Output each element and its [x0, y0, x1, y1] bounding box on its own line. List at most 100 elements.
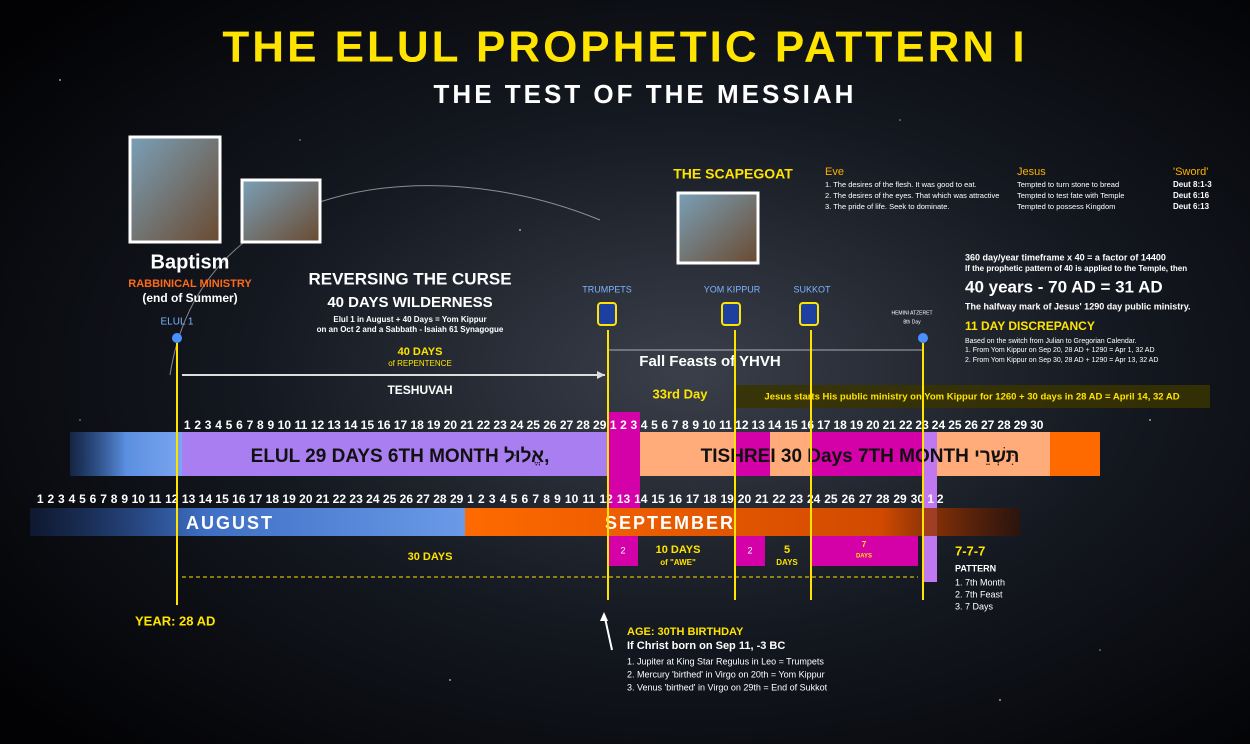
col-header: Eve	[825, 166, 844, 178]
wilderness: 40 DAYS WILDERNESS	[327, 294, 492, 311]
day-number: 19	[282, 492, 296, 506]
day-number: 17	[686, 492, 700, 506]
band	[1050, 432, 1100, 476]
day-number: 25	[948, 418, 962, 432]
curse-title: REVERSING THE CURSE	[308, 269, 511, 288]
years: 40 years - 70 AD = 31 AD	[965, 277, 1163, 296]
day-number: 6	[661, 418, 668, 432]
day-number: 29	[450, 492, 464, 506]
cell: 1. The desires of the flesh. It was good…	[825, 180, 977, 189]
day-number: 14	[768, 418, 782, 432]
day-number: 5	[511, 492, 518, 506]
day-number: 4	[69, 492, 76, 506]
day-number: 16	[669, 492, 683, 506]
day-number: 13	[617, 492, 631, 506]
summer: (end of Summer)	[142, 291, 237, 305]
day-number: 27	[859, 492, 873, 506]
span: 2	[747, 545, 752, 555]
day-number: 27	[416, 492, 430, 506]
day-number: 2	[47, 492, 54, 506]
day-number: 29	[593, 418, 607, 432]
day-number: 15	[784, 418, 798, 432]
elul-1: ELUL 1	[161, 317, 194, 328]
eighth-day: 8th Day	[903, 319, 921, 325]
birthday-item: 3. Venus 'birthed' in Virgo on 29th = En…	[627, 682, 828, 692]
day-number: 17	[249, 492, 263, 506]
day-number: 15	[215, 492, 229, 506]
cell: Tempted to possess Kingdom	[1017, 202, 1115, 211]
day-number: 12	[600, 492, 614, 506]
day-number: 9	[692, 418, 699, 432]
day-number: 22	[333, 492, 347, 506]
day-number: 23	[493, 418, 507, 432]
cell: Tempted to turn stone to bread	[1017, 180, 1119, 189]
note: Based on the switch from Julian to Grego…	[965, 338, 1137, 345]
day-number: 8	[111, 492, 118, 506]
pattern-item: 2. 7th Feast	[955, 589, 1003, 599]
day-number: 24	[366, 492, 380, 506]
pattern-item: 1. 7th Month	[955, 577, 1005, 587]
cell: Tempted to test fate with Temple	[1017, 191, 1124, 200]
day-number: 11	[149, 492, 162, 506]
day-number: 9	[267, 418, 274, 432]
span: 5	[784, 544, 790, 556]
day-number: 6	[522, 492, 529, 506]
day-number: 2	[194, 418, 201, 432]
day-number: 26	[400, 492, 414, 506]
day-number: 14	[344, 418, 358, 432]
day-number: 18	[266, 492, 280, 506]
day-number: 11	[719, 418, 732, 432]
birthday-item: 2. Mercury 'birthed' in Virgo on 20th = …	[627, 669, 825, 679]
day-number: 29	[1014, 418, 1028, 432]
day-number: 26	[842, 492, 856, 506]
wilderness-image	[242, 180, 320, 242]
day-number: 25	[527, 418, 541, 432]
note: 2. From Yom Kippur on Sep 30, 28 AD + 12…	[965, 357, 1158, 364]
shemini: HEMINI ATZERET	[891, 310, 932, 316]
scapegoat: THE SCAPEGOAT	[673, 166, 793, 182]
day-number: 25	[383, 492, 397, 506]
day-number: 2	[937, 492, 944, 506]
day-number: 21	[755, 492, 769, 506]
day-number: 1	[927, 492, 934, 506]
day-number: 24	[807, 492, 821, 506]
day-number: 3	[489, 492, 496, 506]
pattern-item: 3. 7 Days	[955, 601, 994, 611]
baptism: Baptism	[151, 251, 230, 273]
day-number: 28	[997, 418, 1011, 432]
day-number: 3	[630, 418, 637, 432]
span: of "AWE"	[660, 558, 696, 567]
cell: 2. The desires of the eyes. That which w…	[825, 191, 999, 200]
dot	[172, 333, 182, 343]
day-number: 27	[981, 418, 995, 432]
day-number: 20	[299, 492, 313, 506]
day-number: 18	[703, 492, 717, 506]
span: DAYS	[856, 554, 872, 560]
day-number: 29	[893, 492, 907, 506]
day-number: 9	[121, 492, 128, 506]
day-number: 8	[682, 418, 689, 432]
day-number: 26	[543, 418, 557, 432]
band	[465, 508, 1020, 536]
ministry: RABBINICAL MINISTRY	[128, 278, 252, 290]
day-number: 17	[394, 418, 408, 432]
curse-line: on an Oct 2 and a Sabbath - Isaiah 61 Sy…	[317, 325, 504, 334]
day-number: 6	[90, 492, 97, 506]
day-number: 28	[576, 418, 590, 432]
background	[0, 0, 1250, 744]
note: If the prophetic pattern of 40 is applie…	[965, 264, 1187, 273]
day-number: 4	[500, 492, 507, 506]
day-33: 33rd Day	[653, 386, 709, 401]
day-number: 8	[257, 418, 264, 432]
day-number: 1	[467, 492, 474, 506]
elul-label: ELUL 29 DAYS 6TH MONTH אֱלוּל,	[251, 446, 550, 467]
day-number: 23	[349, 492, 363, 506]
span: 30 DAYS	[408, 551, 453, 563]
day-number: 11	[583, 492, 596, 506]
sukkot: SUKKOT	[793, 284, 831, 294]
day-number: 3	[205, 418, 212, 432]
day-number: 7	[672, 418, 679, 432]
curse-line: Elul 1 in August + 40 Days = Yom Kippur	[333, 315, 486, 324]
discrepancy: 11 DAY DISCREPANCY	[965, 319, 1095, 333]
day-number: 15	[361, 418, 375, 432]
